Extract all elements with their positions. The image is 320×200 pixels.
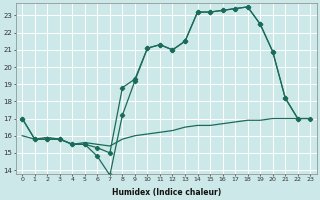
X-axis label: Humidex (Indice chaleur): Humidex (Indice chaleur) (112, 188, 221, 197)
